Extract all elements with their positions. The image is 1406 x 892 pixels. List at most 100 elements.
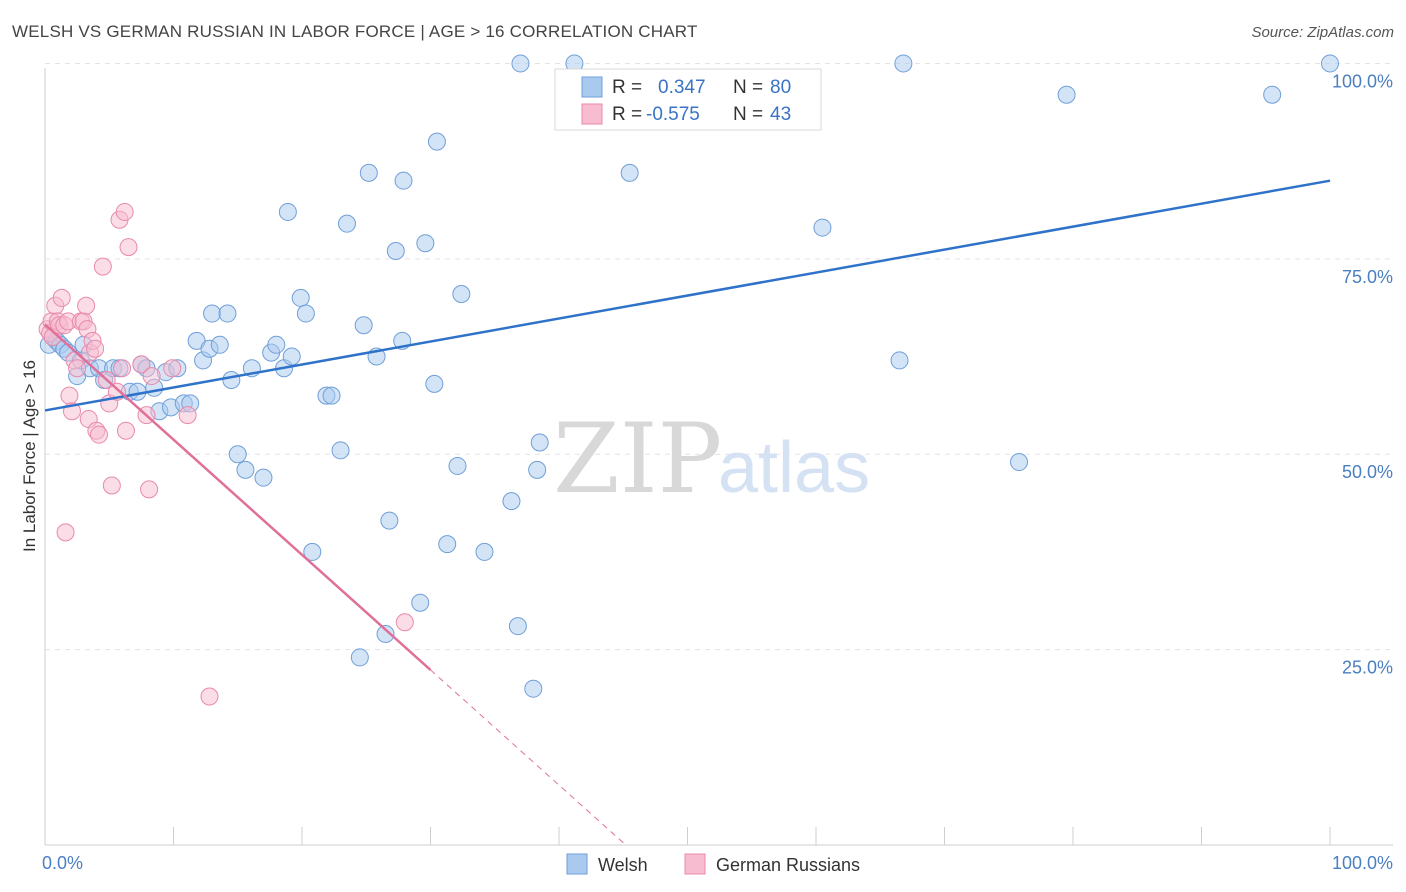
welsh-point-73 [813,218,832,237]
welsh-point-59 [425,374,444,393]
chart-title: WELSH VS GERMAN RUSSIAN IN LABOR FORCE |… [12,22,698,41]
welsh-point-57 [411,593,430,612]
gr-r-label: R = [612,104,642,125]
y-axis-title: In Labor Force | Age > 16 [20,360,39,552]
welsh-point-68 [524,679,543,698]
welsh-point-72 [620,163,639,182]
gr-n-label: N = [733,104,763,125]
welsh-point-67 [511,54,530,73]
welsh-point-61 [438,535,457,554]
welsh-point-29 [210,335,229,354]
bottom-legend: Welsh German Russians [566,853,860,875]
gr-point-24 [89,425,108,444]
welsh-point-37 [267,335,286,354]
welsh-n-label: N = [733,77,763,98]
y-tick-labels: 25.0% 50.0% 75.0% 100.0% [1332,71,1393,677]
watermark: ZIP atlas [553,403,870,515]
watermark-atlas: atlas [718,428,870,508]
gr-trend-extension [430,669,627,846]
welsh-point-54 [386,242,405,261]
gr-point-42 [395,613,414,632]
welsh-point-70 [530,433,549,452]
gr-point-37 [140,480,159,499]
welsh-series [39,54,1339,698]
y-tick-label-75: 75.0% [1342,267,1393,287]
gr-n-value: 43 [770,104,791,125]
bottom-legend-welsh-label: Welsh [598,855,648,875]
x-tick-label-100: 100.0% [1332,853,1393,873]
welsh-point-66 [508,617,527,636]
welsh-point-40 [282,347,301,366]
welsh-n-value: 80 [770,77,791,98]
welsh-point-65 [502,492,521,511]
welsh-point-32 [228,445,247,464]
gr-point-35 [132,355,151,374]
welsh-point-58 [416,234,435,253]
welsh-r-value: 0.347 [658,77,706,98]
axes [44,68,1393,846]
welsh-point-33 [236,460,255,479]
x-tick-label-0: 0.0% [42,853,83,873]
gr-point-40 [178,406,197,425]
welsh-point-41 [291,288,310,307]
gr-point-41 [200,687,219,706]
gr-point-28 [102,476,121,495]
bottom-legend-welsh-swatch [566,853,588,875]
y-tick-label-50: 50.0% [1342,462,1393,482]
welsh-point-64 [475,542,494,561]
bottom-legend-gr-label: German Russians [716,855,860,875]
gr-point-25 [93,257,112,276]
welsh-point-48 [350,648,369,667]
gr-point-31 [113,359,132,378]
welsh-point-75 [894,54,913,73]
german-russians-series [38,202,414,706]
welsh-point-30 [218,304,237,323]
welsh-point-46 [331,441,350,460]
gr-point-34 [119,238,138,257]
welsh-point-77 [1057,85,1076,104]
welsh-point-42 [296,304,315,323]
y-tick-label-100: 100.0% [1332,71,1393,91]
welsh-point-50 [359,163,378,182]
welsh-point-79 [1321,54,1339,73]
y-tick-label-25: 25.0% [1342,658,1393,678]
welsh-point-63 [452,285,471,304]
welsh-point-35 [254,468,273,487]
welsh-point-60 [427,132,446,151]
gr-point-11 [60,386,79,405]
grid-lines [45,62,1393,651]
gr-legend-swatch [581,103,603,125]
welsh-point-43 [303,542,322,561]
welsh-point-52 [376,624,395,643]
gr-point-33 [116,421,135,440]
gr-point-38 [142,367,161,386]
welsh-point-53 [380,511,399,530]
gr-point-17 [77,296,96,315]
welsh-legend-swatch [581,76,603,98]
trend-lines [44,179,1331,846]
welsh-r-label: R = [612,77,642,98]
welsh-point-39 [278,202,297,221]
source-label: Source: ZipAtlas.com [1251,24,1394,41]
welsh-point-49 [354,316,373,335]
gr-point-32 [115,202,134,221]
welsh-point-74 [890,351,909,370]
welsh-point-28 [203,304,222,323]
welsh-point-78 [1263,85,1282,104]
watermark-zip: ZIP [553,403,722,515]
welsh-point-56 [394,171,413,190]
gr-point-9 [56,523,75,542]
welsh-trend-line [44,179,1331,412]
welsh-point-62 [448,456,467,475]
gr-point-22 [86,339,105,358]
bottom-legend-gr-swatch [684,853,706,875]
welsh-point-47 [337,214,356,233]
gr-point-7 [52,288,71,307]
welsh-point-31 [222,370,241,389]
welsh-point-45 [322,386,341,405]
gr-r-value: -0.575 [646,104,700,125]
stats-legend: R = 0.347 N = 80 R = -0.575 N = 43 [554,68,822,131]
gr-point-39 [163,359,182,378]
welsh-point-69 [528,460,547,479]
